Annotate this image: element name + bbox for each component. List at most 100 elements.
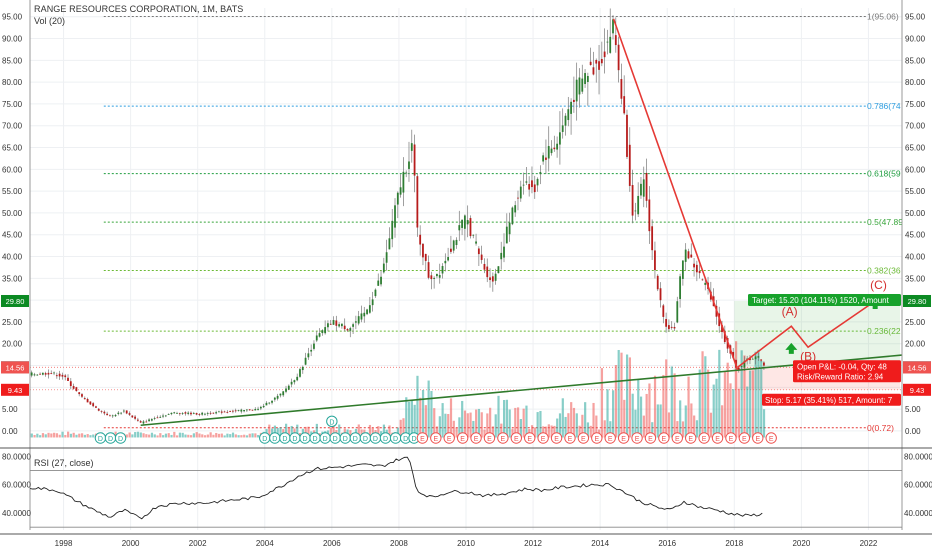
candle-body (628, 144, 631, 186)
y-tick-label-right: 25.00 (905, 318, 926, 327)
volume-bar (712, 384, 715, 438)
candle-body (117, 412, 120, 414)
candle-body (637, 195, 640, 215)
volume-bar (463, 410, 467, 438)
candle-body (382, 263, 385, 273)
volume-bar (405, 397, 408, 438)
candle-body (159, 416, 162, 418)
candle-body (570, 101, 572, 114)
x-tick-label: 2002 (189, 539, 207, 548)
y-tick-label-right: 80.00 (905, 78, 926, 87)
earnings-marker-letter: E (702, 436, 707, 443)
dividend-marker-letter: D (262, 436, 267, 443)
candle-body (142, 421, 145, 424)
candle-body (218, 411, 220, 413)
symbol-title: RANGE RESOURCES CORPORATION, 1M, BATS (34, 4, 244, 14)
earnings-marker-letter: E (715, 436, 720, 443)
candle-body (693, 263, 695, 268)
volume-bar (131, 434, 134, 438)
candle-body (61, 374, 64, 377)
volume-bar (424, 405, 427, 438)
candle-body (749, 357, 751, 361)
trend-line-downtrend (612, 18, 739, 371)
candle-body (450, 248, 452, 252)
candle-body (212, 412, 215, 414)
volume-bar (687, 376, 690, 438)
candle-body (522, 184, 525, 186)
candle-body (128, 413, 131, 415)
candle-body (338, 324, 341, 327)
y-tick-label-left: 60.00 (2, 165, 23, 174)
candle-body (240, 409, 243, 412)
candle-body (483, 263, 486, 270)
volume-bar (276, 428, 279, 438)
volume-bar (553, 425, 556, 438)
dividend-marker-letter: D (108, 436, 113, 443)
volume-bar (637, 379, 640, 438)
position-labels: Target: 15.20 (104.11%) 1520, Amount Stop… (748, 293, 901, 406)
green-up-arrow-icon (785, 342, 798, 354)
volume-bar (237, 435, 240, 438)
candle-body (430, 275, 433, 280)
volume-bar (421, 389, 425, 438)
x-tick-label: 1998 (55, 539, 73, 548)
candle-body (514, 205, 517, 213)
volume-bar (114, 431, 117, 438)
price-badge-left (1, 361, 29, 374)
y-tick-label-right: 55.00 (905, 187, 926, 196)
volume-bar (679, 400, 682, 438)
candle-body (204, 413, 206, 415)
volume-bar (407, 401, 411, 438)
candle-body (195, 413, 198, 415)
y-tick-label-right: 60.00 (905, 165, 926, 174)
candle-body (385, 252, 388, 263)
candle-body (304, 357, 307, 365)
volume-bar (368, 424, 372, 438)
y-tick-label-left: 35.00 (2, 274, 23, 283)
candle-body (463, 215, 466, 229)
x-tick-label: 2014 (591, 539, 609, 548)
volume-bar (477, 408, 481, 438)
volume-bar (192, 433, 195, 438)
volume-bar (631, 393, 634, 438)
y-tick-label-left: 40.00 (2, 253, 23, 262)
volume-bar (285, 423, 288, 438)
candle-body (67, 377, 69, 381)
volume-bar (39, 435, 42, 438)
candle-body (201, 412, 204, 415)
stop-label: Stop: 5.17 (35.41%) 517, Amount: 7 (765, 396, 893, 405)
candle-body (413, 144, 416, 176)
x-tick-label: 2010 (457, 539, 475, 548)
dividend-marker-letter: D (323, 436, 328, 443)
volume-bar (217, 433, 221, 438)
candle-body (198, 414, 201, 415)
volume-bar (125, 434, 128, 438)
volume-bar (595, 415, 598, 438)
volume-bar (396, 427, 400, 438)
volume-bar (592, 402, 595, 438)
volume-bar (181, 432, 184, 438)
price-badge-left-text: 14.56 (6, 363, 25, 372)
volume-bar (472, 420, 475, 438)
candle-body (399, 187, 402, 195)
candle-body (251, 409, 254, 411)
candle-body (589, 61, 592, 66)
volume-bar (64, 434, 67, 438)
volume-bar (483, 429, 486, 438)
volume-bar (170, 434, 173, 438)
volume-bar (377, 426, 380, 438)
candle-body (332, 320, 335, 325)
candle-body (760, 359, 763, 361)
candle-body (95, 406, 97, 408)
candle-body (352, 324, 354, 327)
volume-bar (575, 413, 578, 438)
candle-body (645, 172, 648, 201)
earnings-marker (443, 432, 455, 444)
candle-body (321, 330, 324, 334)
volume-indicator-label: Vol (20) (34, 16, 66, 26)
candle-body (670, 326, 673, 328)
volume-bar (142, 433, 145, 438)
y-tick-label-right: 45.00 (905, 231, 926, 240)
